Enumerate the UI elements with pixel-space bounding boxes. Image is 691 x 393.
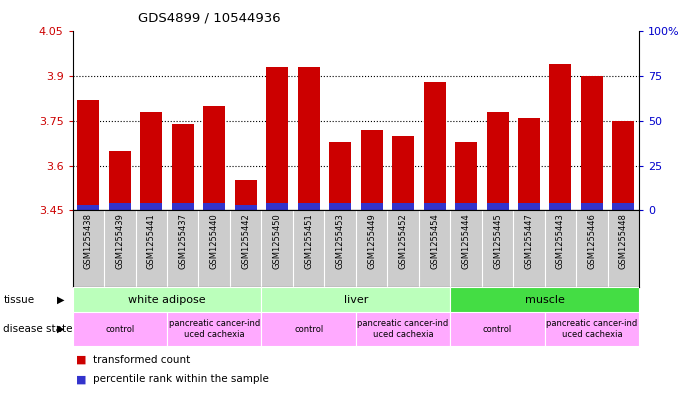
Text: GSM1255444: GSM1255444: [462, 213, 471, 269]
Bar: [235, 180, 257, 210]
Text: GSM1255449: GSM1255449: [367, 213, 376, 269]
Bar: [203, 203, 225, 210]
Text: GSM1255446: GSM1255446: [587, 213, 596, 269]
Bar: [73, 287, 261, 312]
Bar: [266, 203, 288, 210]
Bar: [361, 130, 383, 210]
Text: ▶: ▶: [57, 295, 64, 305]
Bar: [549, 203, 571, 210]
Text: muscle: muscle: [524, 295, 565, 305]
Text: GDS4899 / 10544936: GDS4899 / 10544936: [138, 12, 281, 25]
Bar: [455, 142, 477, 210]
Text: control: control: [105, 325, 134, 334]
Bar: [77, 100, 100, 210]
Text: GSM1255442: GSM1255442: [241, 213, 250, 269]
Bar: [203, 106, 225, 210]
Bar: [140, 112, 162, 210]
Text: control: control: [483, 325, 512, 334]
Text: GSM1255454: GSM1255454: [430, 213, 439, 269]
Bar: [612, 203, 634, 210]
Text: GSM1255440: GSM1255440: [209, 213, 219, 269]
Bar: [545, 312, 639, 346]
Bar: [486, 112, 509, 210]
Text: pancreatic cancer-ind
uced cachexia: pancreatic cancer-ind uced cachexia: [169, 320, 260, 339]
Bar: [455, 203, 477, 210]
Bar: [392, 136, 414, 210]
Bar: [261, 312, 356, 346]
Text: liver: liver: [343, 295, 368, 305]
Bar: [612, 121, 634, 210]
Text: tissue: tissue: [3, 295, 35, 305]
Bar: [451, 312, 545, 346]
Bar: [298, 203, 320, 210]
Text: GSM1255452: GSM1255452: [399, 213, 408, 269]
Bar: [581, 76, 603, 210]
Text: white adipose: white adipose: [128, 295, 206, 305]
Bar: [518, 203, 540, 210]
Text: GSM1255451: GSM1255451: [304, 213, 313, 269]
Text: GSM1255450: GSM1255450: [273, 213, 282, 269]
Bar: [140, 203, 162, 210]
Text: GSM1255439: GSM1255439: [115, 213, 124, 269]
Bar: [298, 67, 320, 210]
Text: percentile rank within the sample: percentile rank within the sample: [93, 374, 269, 384]
Text: GSM1255448: GSM1255448: [619, 213, 628, 269]
Bar: [261, 287, 451, 312]
Text: GSM1255445: GSM1255445: [493, 213, 502, 269]
Text: GSM1255443: GSM1255443: [556, 213, 565, 269]
Bar: [77, 205, 100, 210]
Bar: [424, 82, 446, 210]
Text: GSM1255437: GSM1255437: [178, 213, 187, 269]
Bar: [486, 203, 509, 210]
Bar: [171, 124, 193, 210]
Bar: [171, 203, 193, 210]
Text: GSM1255453: GSM1255453: [336, 213, 345, 269]
Text: control: control: [294, 325, 323, 334]
Bar: [549, 64, 571, 210]
Text: disease state: disease state: [3, 324, 73, 334]
Text: ■: ■: [76, 354, 86, 365]
Text: ▶: ▶: [57, 324, 64, 334]
Bar: [392, 203, 414, 210]
Bar: [266, 67, 288, 210]
Bar: [329, 203, 351, 210]
Text: ■: ■: [76, 374, 86, 384]
Bar: [424, 203, 446, 210]
Bar: [73, 312, 167, 346]
Bar: [361, 203, 383, 210]
Bar: [329, 142, 351, 210]
Text: GSM1255438: GSM1255438: [84, 213, 93, 269]
Text: pancreatic cancer-ind
uced cachexia: pancreatic cancer-ind uced cachexia: [357, 320, 448, 339]
Bar: [451, 287, 639, 312]
Bar: [235, 205, 257, 210]
Bar: [356, 312, 451, 346]
Text: pancreatic cancer-ind
uced cachexia: pancreatic cancer-ind uced cachexia: [547, 320, 638, 339]
Bar: [167, 312, 261, 346]
Bar: [581, 203, 603, 210]
Text: GSM1255447: GSM1255447: [524, 213, 533, 269]
Text: GSM1255441: GSM1255441: [146, 213, 155, 269]
Text: transformed count: transformed count: [93, 354, 191, 365]
Bar: [108, 151, 131, 210]
Bar: [108, 203, 131, 210]
Bar: [518, 118, 540, 210]
